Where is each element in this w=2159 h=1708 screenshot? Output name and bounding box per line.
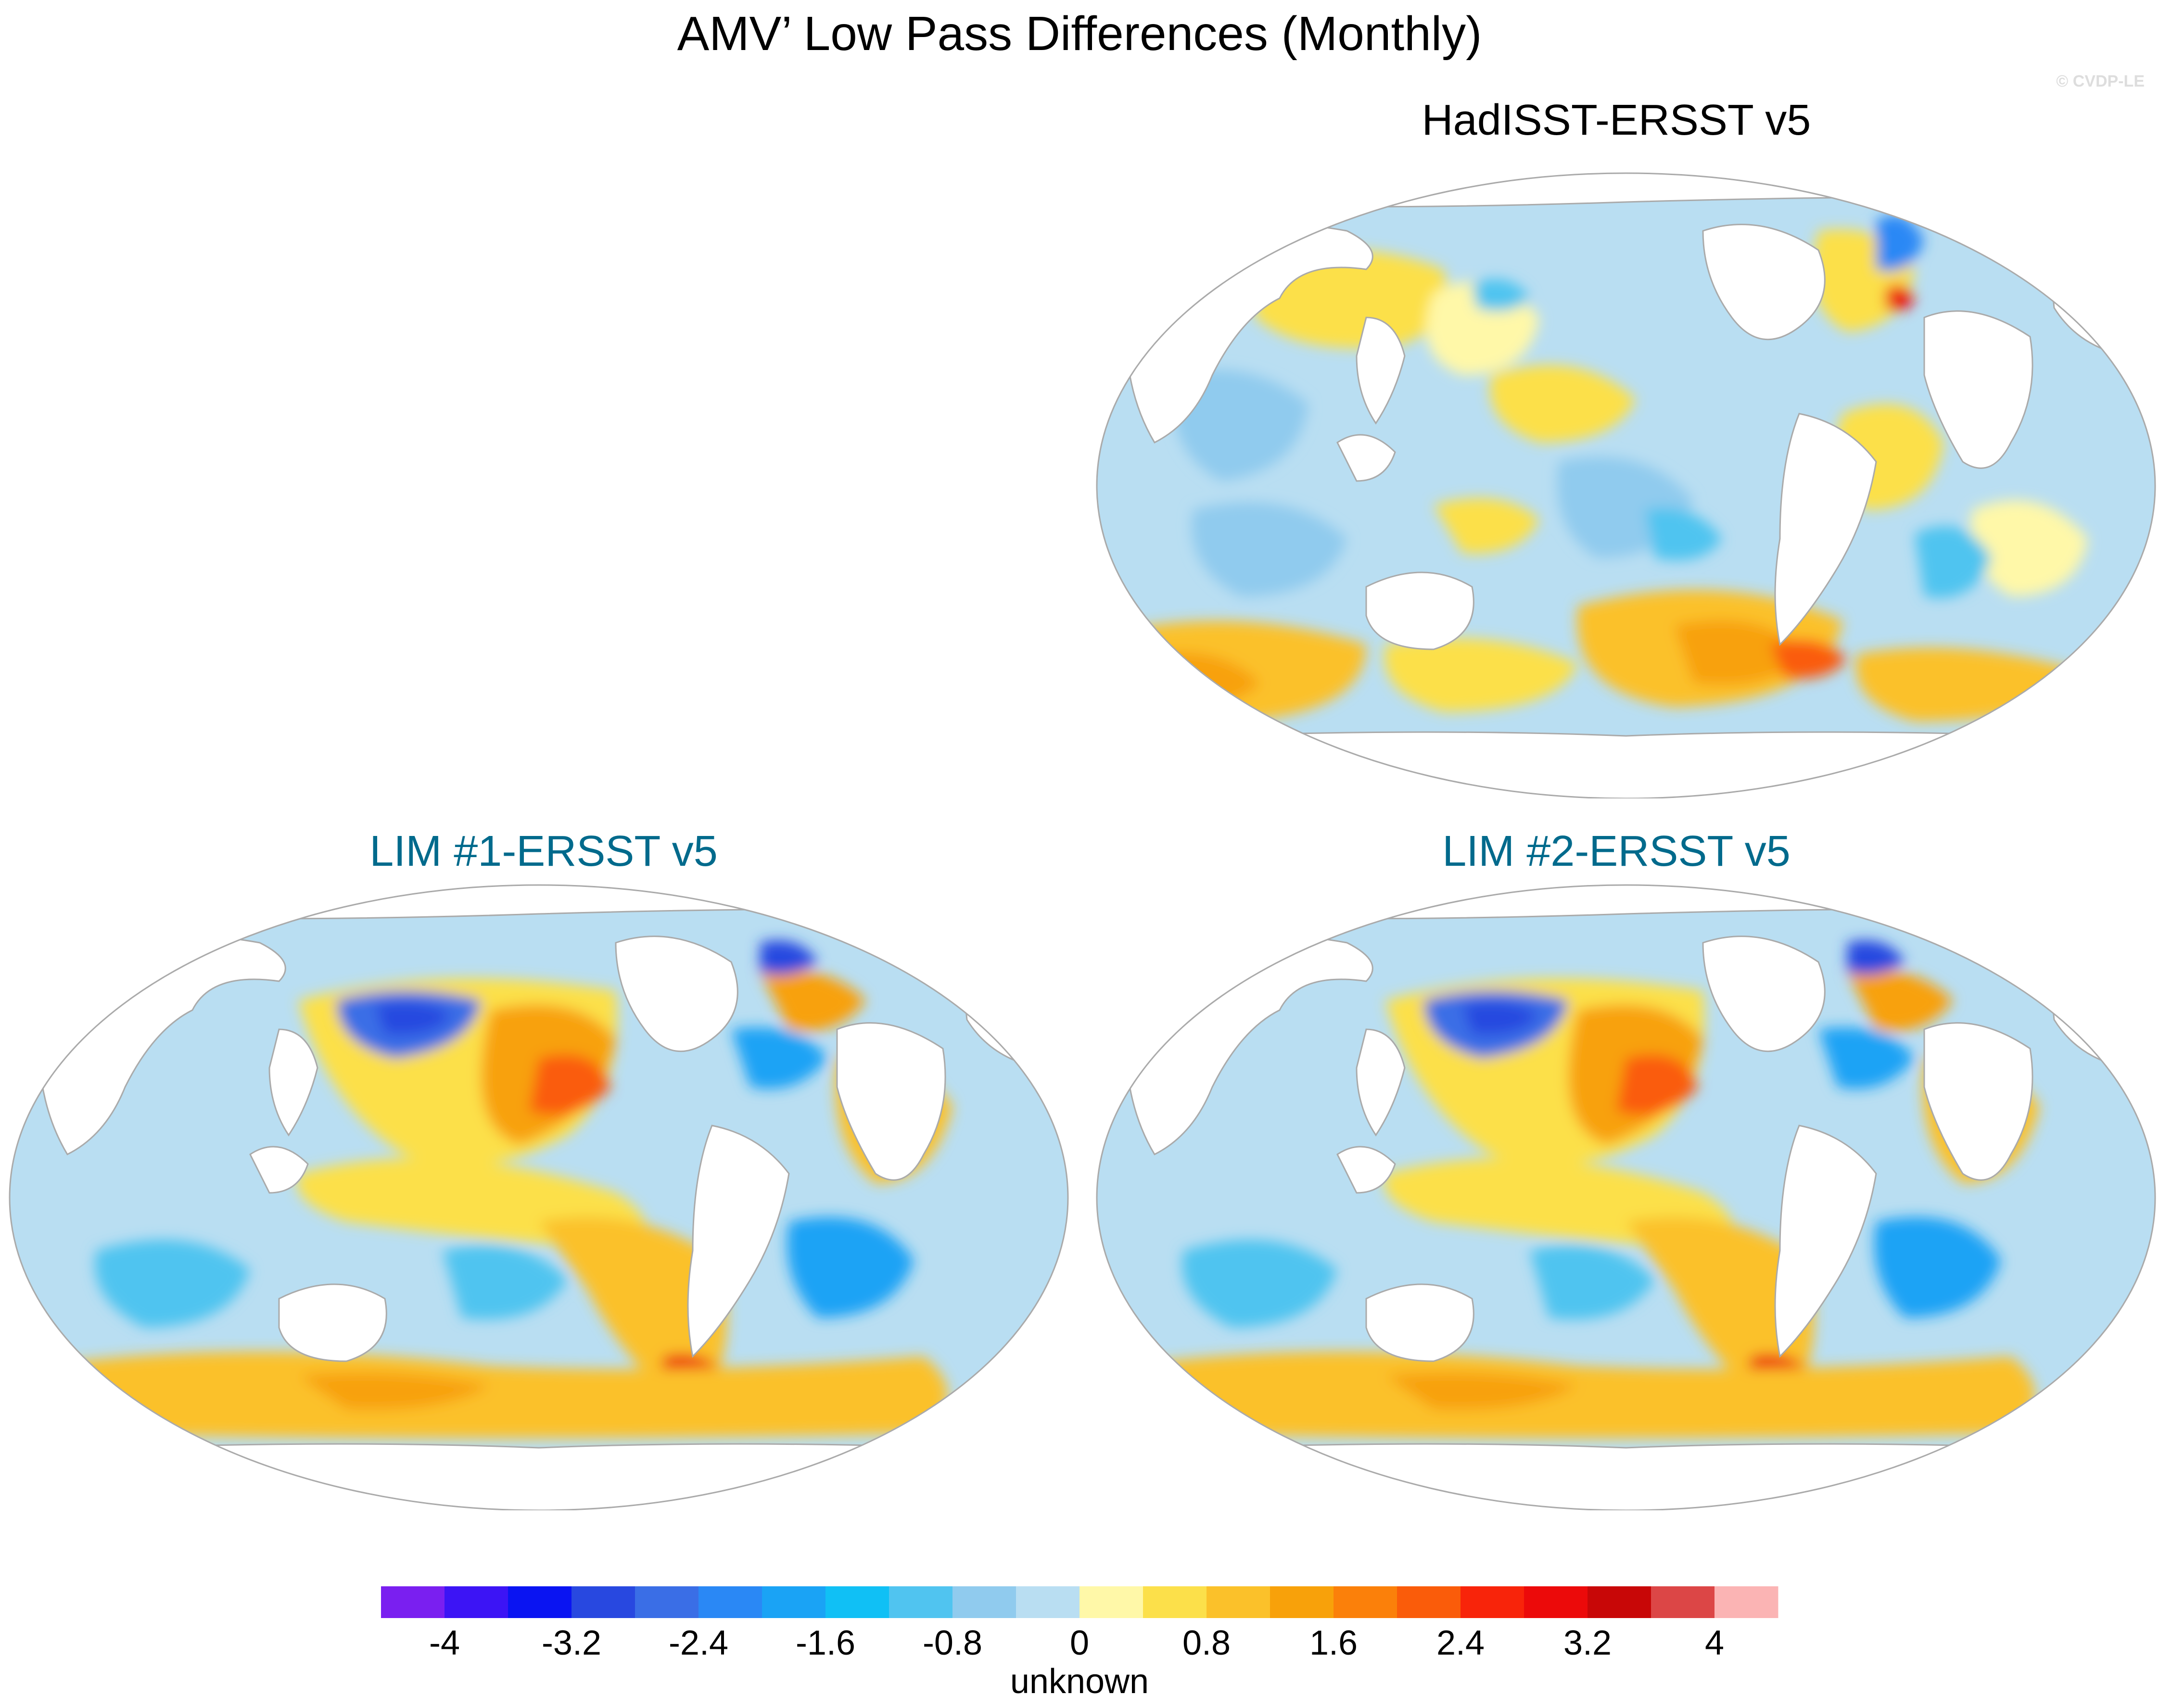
colorbar-swatch [1588,1586,1651,1618]
colorbar-tick-label: -2.4 [669,1624,728,1662]
colorbar-swatch [1334,1586,1397,1618]
colorbar-tick-label: 0 [1070,1624,1089,1662]
colorbar-swatch [572,1586,635,1618]
colorbar-tick-label: 1.6 [1309,1624,1358,1662]
colorbar-swatch [1206,1586,1270,1618]
colorbar-tick-label: 4 [1705,1624,1724,1662]
colorbar-swatch [826,1586,889,1618]
colorbar-tick-label: 3.2 [1563,1624,1612,1662]
colorbar-swatch [889,1586,953,1618]
colorbar-tick-label: -1.6 [796,1624,855,1662]
colorbar-swatch [1460,1586,1524,1618]
colorbar-tick-label: -0.8 [923,1624,982,1662]
colorbar-swatch [1080,1586,1143,1618]
colorbar-swatch [381,1586,445,1618]
colorbar-tick-label: 2.4 [1436,1624,1485,1662]
panel-title-hadisst: HadISST-ERSST v5 [1422,96,1811,144]
colorbar-swatch [1651,1586,1715,1618]
colorbar-swatch [1397,1586,1461,1618]
map-lim2 [1096,884,2156,1510]
panel-title-lim2: LIM #2-ERSST v5 [1442,827,1791,875]
colorbar-swatch [698,1586,762,1618]
colorbar-swatches [381,1586,1778,1618]
colorbar-swatch [1524,1586,1588,1618]
colorbar-swatch [952,1586,1016,1618]
colorbar-swatch [1270,1586,1334,1618]
colorbar-swatch [1714,1586,1778,1618]
colorbar-ticks: -4 -3.2 -2.4 -1.6 -0.8 0 0.8 1.6 2.4 3.2 4 [429,1624,1724,1662]
figure-title: AMV’ Low Pass Differences (Monthly) [677,7,1482,61]
colorbar-swatch [508,1586,572,1618]
colorbar-swatch [762,1586,826,1618]
colorbar-label: unknown [1010,1662,1149,1701]
colorbar-swatch [635,1586,699,1618]
map-lim1 [9,884,1069,1510]
colorbar-tick-label: -3.2 [542,1624,601,1662]
colorbar-swatch [444,1586,508,1618]
colorbar-swatch [1143,1586,1207,1618]
colorbar-tick-label: 0.8 [1182,1624,1231,1662]
colorbar-swatch [1016,1586,1080,1618]
panel-title-lim1: LIM #1-ERSST v5 [369,827,718,875]
map-hadisst [1096,172,2156,798]
credit-text: © CVDP-LE [2056,72,2145,90]
colorbar-tick-label: -4 [429,1624,460,1662]
